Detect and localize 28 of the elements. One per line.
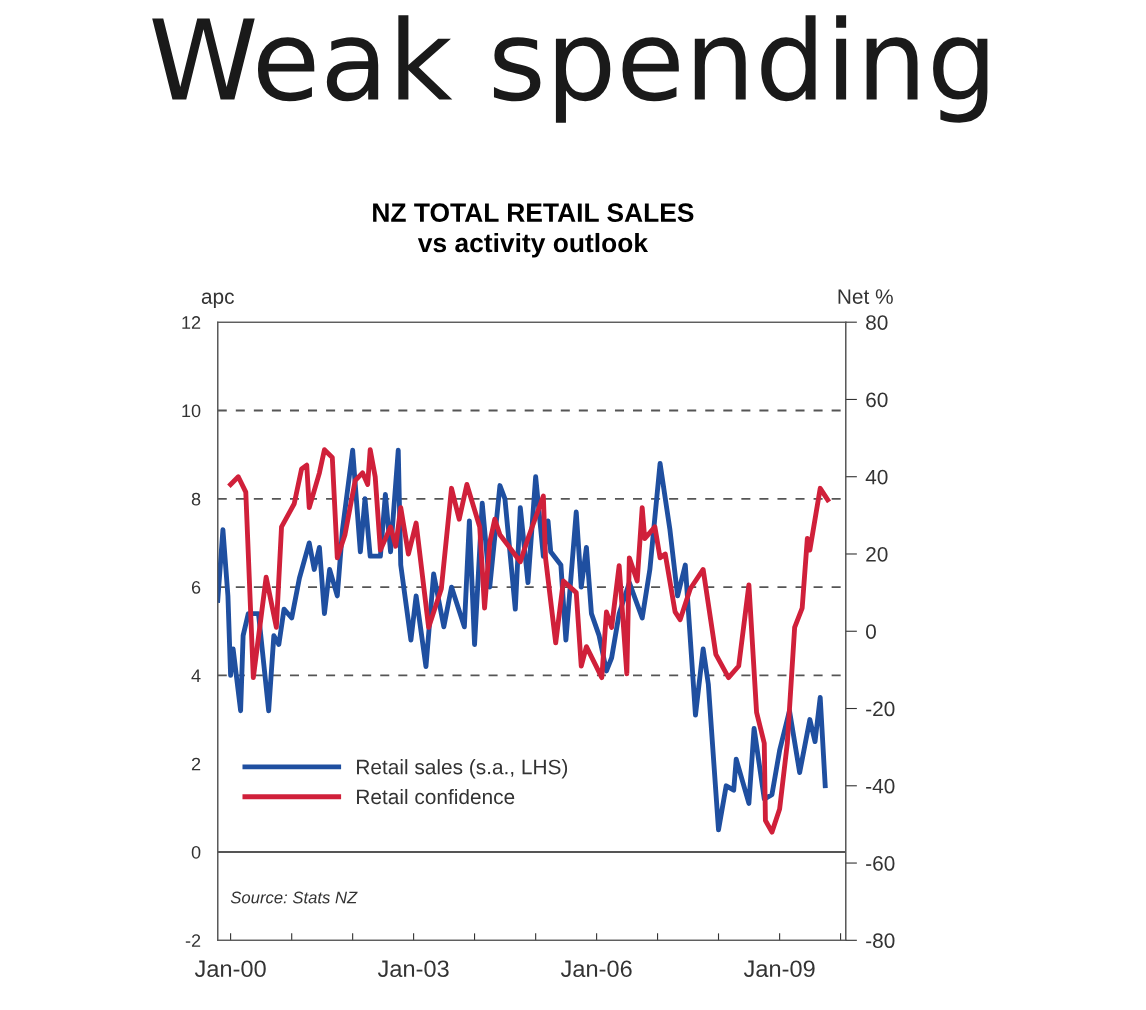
y2-tick-label: -60 [866,856,895,871]
chart-title: Weak spending [152,15,988,123]
y2-tick-label: 0 [866,624,876,639]
x-tick-label: Jan-06 [560,960,632,978]
legend-label: Retail sales (s.a., LHS) [357,759,568,779]
y-tick-label: 0 [191,845,201,859]
y2-tick-label: 60 [866,392,888,408]
chart-subtitle: NZ TOTAL RETAIL SALES vs activity outlook [373,203,694,258]
y-tick-label: 6 [191,581,201,594]
annotation: Source: Stats NZ [230,891,358,904]
y2-tick-label: 20 [866,546,888,562]
y2-tick-label: 80 [866,315,888,330]
y-tick-label: 2 [191,757,201,771]
y-tick-label: 4 [191,669,201,682]
y2-axis-title: Net % [838,289,893,304]
y2-tick-label: -40 [866,778,895,794]
x-tick-label: Jan-09 [743,960,815,978]
x-tick-label: Jan-03 [377,960,449,978]
y-tick-label: 12 [182,316,201,329]
y2-tick-label: -80 [866,933,895,949]
legend-label: Retail confidence [357,788,515,805]
y2-tick-label: -20 [866,701,895,717]
x-tick-label: Jan-00 [194,960,266,978]
y-tick-label: 10 [182,404,201,418]
y-tick-label: -2 [185,934,201,947]
y2-tick-label: 40 [865,469,888,485]
y-axis-title: apc [201,292,234,309]
y-tick-label: 8 [191,492,201,506]
